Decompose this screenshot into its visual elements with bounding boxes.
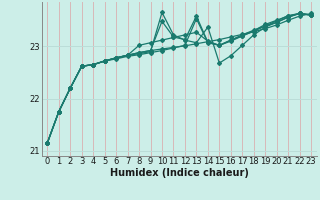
X-axis label: Humidex (Indice chaleur): Humidex (Indice chaleur) xyxy=(110,168,249,178)
